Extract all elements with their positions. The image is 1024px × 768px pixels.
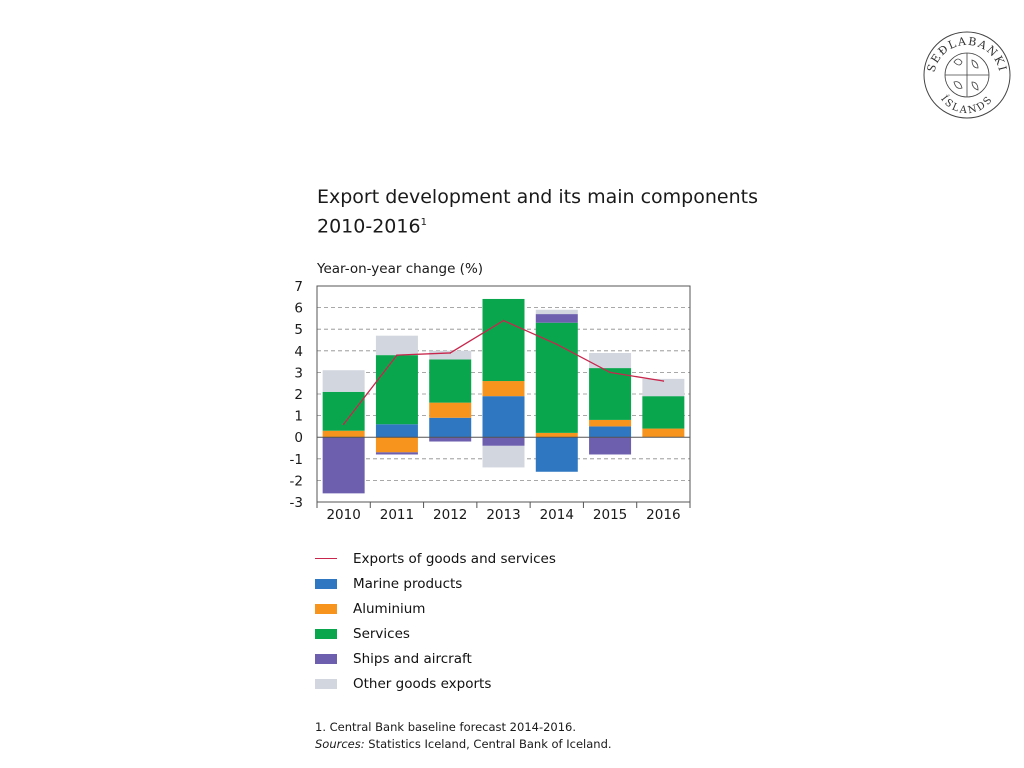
x-tick-label: 2012 bbox=[433, 507, 467, 523]
chart-title: Export development and its main componen… bbox=[317, 184, 758, 239]
bar-services-2015 bbox=[589, 368, 632, 420]
x-tick-label: 2014 bbox=[540, 507, 574, 523]
legend-label: Ships and aircraft bbox=[353, 650, 472, 667]
bar-services-2016 bbox=[642, 396, 685, 429]
y-tick-label: -2 bbox=[290, 473, 303, 489]
sources-note: Sources: Statistics Iceland, Central Ban… bbox=[315, 736, 612, 753]
bar-services-2011 bbox=[375, 355, 418, 425]
line-point-2014 bbox=[555, 343, 558, 346]
bar-other-2010 bbox=[322, 370, 365, 392]
bar-other-2013 bbox=[482, 445, 525, 468]
line-point-2016 bbox=[662, 380, 665, 382]
y-tick-label: 3 bbox=[294, 365, 303, 381]
legend-swatch-other bbox=[315, 678, 337, 689]
y-tick-label: 7 bbox=[294, 279, 303, 295]
bar-ships-2014 bbox=[535, 314, 578, 323]
bar-other-2011 bbox=[375, 335, 418, 356]
line-point-2015 bbox=[609, 371, 611, 374]
legend-item-aluminium: Aluminium bbox=[315, 596, 556, 621]
bar-other-2015 bbox=[589, 352, 632, 369]
bar-other-2012 bbox=[429, 350, 472, 360]
y-tick-label: 0 bbox=[294, 430, 303, 446]
y-tick-label: -1 bbox=[290, 452, 303, 468]
line-point-2013 bbox=[502, 319, 505, 322]
legend-swatch-services bbox=[315, 628, 337, 639]
chart-title-line2: 2010-2016 bbox=[317, 215, 421, 238]
bar-other-2014 bbox=[535, 309, 578, 315]
legend-label: Services bbox=[353, 625, 410, 642]
bar-aluminium-2016 bbox=[642, 428, 685, 438]
x-tick-label: 2015 bbox=[593, 507, 627, 523]
legend-label: Exports of goods and services bbox=[353, 550, 556, 567]
sources-text: Statistics Iceland, Central Bank of Icel… bbox=[364, 737, 612, 751]
y-tick-label: 5 bbox=[294, 322, 303, 338]
legend-swatch-line bbox=[315, 558, 337, 559]
bar-services-2014 bbox=[535, 322, 578, 433]
bar-ships-2010 bbox=[322, 437, 365, 494]
legend-swatch-aluminium bbox=[315, 603, 337, 614]
y-tick-label: 2 bbox=[294, 387, 303, 403]
footnotes: 1. Central Bank baseline forecast 2014-2… bbox=[315, 719, 612, 753]
bar-ships-2012 bbox=[429, 437, 472, 442]
chart-title-line1: Export development and its main componen… bbox=[317, 186, 758, 208]
line-point-2012 bbox=[449, 352, 452, 354]
legend-item-line: Exports of goods and services bbox=[315, 546, 556, 571]
bar-ships-2015 bbox=[589, 437, 632, 455]
legend-item-services: Services bbox=[315, 621, 556, 646]
legend-item-marine: Marine products bbox=[315, 571, 556, 596]
y-axis-label: Year-on-year change (%) bbox=[317, 261, 484, 277]
bar-marine-2011 bbox=[375, 424, 418, 438]
bar-aluminium-2012 bbox=[429, 402, 472, 418]
bar-marine-2015 bbox=[589, 426, 632, 438]
legend-label: Other goods exports bbox=[353, 675, 492, 692]
bar-ships-2011 bbox=[375, 452, 418, 455]
x-tick-label: 2016 bbox=[646, 507, 680, 523]
bar-aluminium-2015 bbox=[589, 419, 632, 427]
legend-label: Marine products bbox=[353, 575, 463, 592]
legend-item-other: Other goods exports bbox=[315, 671, 556, 696]
y-tick-label: 6 bbox=[294, 301, 303, 317]
legend-item-ships: Ships and aircraft bbox=[315, 646, 556, 671]
sources-label: Sources: bbox=[315, 737, 365, 751]
bar-services-2013 bbox=[482, 298, 525, 382]
bar-services-2012 bbox=[429, 359, 472, 403]
x-tick-label: 2010 bbox=[326, 507, 360, 523]
bar-aluminium-2013 bbox=[482, 381, 525, 397]
legend-swatch-marine bbox=[315, 578, 337, 589]
bar-marine-2014 bbox=[535, 437, 578, 472]
bar-marine-2013 bbox=[482, 396, 525, 438]
legend-swatch-ships bbox=[315, 653, 337, 664]
y-tick-label: 4 bbox=[294, 344, 303, 360]
bar-ships-2013 bbox=[482, 437, 525, 446]
line-point-2010 bbox=[342, 423, 345, 426]
y-tick-label: -3 bbox=[290, 495, 303, 511]
bar-other-2016 bbox=[642, 378, 685, 397]
footnote-mark: 1 bbox=[420, 217, 427, 228]
bar-aluminium-2011 bbox=[375, 437, 418, 453]
bar-aluminium-2010 bbox=[322, 430, 365, 438]
x-tick-label: 2011 bbox=[380, 507, 414, 523]
bar-marine-2012 bbox=[429, 417, 472, 438]
legend-label: Aluminium bbox=[353, 600, 426, 617]
y-tick-label: 1 bbox=[294, 409, 303, 425]
chart-legend: Exports of goods and services Marine prod… bbox=[315, 546, 556, 696]
footnote-forecast: 1. Central Bank baseline forecast 2014-2… bbox=[315, 720, 577, 734]
line-point-2011 bbox=[396, 354, 398, 356]
x-tick-label: 2013 bbox=[486, 507, 520, 523]
central-bank-seal-logo: SEÐLABANKI ÍSLANDS bbox=[923, 31, 1011, 119]
bar-aluminium-2014 bbox=[535, 432, 578, 438]
plot-frame bbox=[316, 285, 691, 503]
